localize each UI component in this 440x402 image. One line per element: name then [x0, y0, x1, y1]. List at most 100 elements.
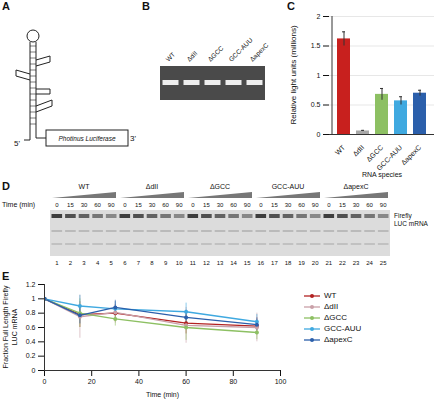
svg-text:WT: WT [164, 51, 176, 63]
svg-text:1: 1 [32, 295, 36, 302]
svg-text:2: 2 [69, 260, 73, 266]
svg-text:ΔdII: ΔdII [352, 144, 366, 158]
svg-text:40: 40 [135, 378, 143, 385]
svg-text:ΔGCC: ΔGCC [210, 183, 230, 190]
svg-text:21: 21 [325, 260, 332, 266]
svg-text:ΔGCC: ΔGCC [365, 143, 385, 163]
svg-text:Time (min): Time (min) [2, 201, 35, 209]
svg-text:5: 5 [110, 260, 114, 266]
svg-text:1.5: 1.5 [311, 42, 321, 49]
svg-text:90: 90 [312, 202, 319, 208]
svg-text:0.6: 0.6 [26, 324, 36, 331]
svg-text:ΔdII: ΔdII [146, 183, 159, 190]
svg-text:90: 90 [108, 202, 115, 208]
svg-text:30: 30 [353, 202, 360, 208]
svg-text:30: 30 [81, 202, 88, 208]
svg-text:13: 13 [217, 260, 224, 266]
svg-text:100: 100 [275, 378, 287, 385]
svg-text:15: 15 [135, 202, 142, 208]
svg-text:ΔapexC: ΔapexC [400, 144, 423, 167]
svg-text:GCC-AUU: GCC-AUU [272, 183, 305, 190]
svg-text:3: 3 [82, 260, 86, 266]
svg-text:0: 0 [317, 131, 321, 138]
html-text:A: A [2, 0, 10, 12]
html-text:B: B [142, 0, 150, 12]
svg-text:60: 60 [94, 202, 101, 208]
svg-text:12: 12 [203, 260, 210, 266]
svg-text:3': 3' [130, 134, 136, 143]
svg-text:0: 0 [123, 202, 127, 208]
svg-text:15: 15 [67, 202, 74, 208]
svg-text:60: 60 [298, 202, 305, 208]
svg-text:2: 2 [317, 13, 321, 20]
svg-text:17: 17 [271, 260, 278, 266]
svg-text:90: 90 [380, 202, 387, 208]
svg-text:16: 16 [257, 260, 264, 266]
svg-text:0: 0 [55, 202, 59, 208]
svg-text:1: 1 [317, 72, 321, 79]
svg-text:Time (min): Time (min) [146, 391, 179, 399]
svg-text:1.2: 1.2 [26, 281, 36, 288]
svg-text:20: 20 [88, 378, 96, 385]
html-text:GCC-AUU: GCC-AUU [324, 324, 362, 333]
svg-text:19: 19 [298, 260, 305, 266]
svg-text:80: 80 [229, 378, 237, 385]
html-text:ΔGCC: ΔGCC [324, 313, 348, 322]
svg-text:0.5: 0.5 [311, 101, 321, 108]
svg-text:60: 60 [366, 202, 373, 208]
svg-text:WT: WT [79, 183, 91, 190]
svg-text:LUC mRNA: LUC mRNA [394, 220, 429, 227]
svg-text:90: 90 [176, 202, 183, 208]
svg-text:ΔGCC: ΔGCC [206, 44, 224, 62]
svg-text:Photinus Luciferase: Photinus Luciferase [58, 135, 115, 142]
html-text:ΔapexC: ΔapexC [324, 335, 353, 344]
svg-text:23: 23 [353, 260, 360, 266]
svg-text:22: 22 [339, 260, 346, 266]
svg-text:7: 7 [137, 260, 141, 266]
svg-text:0: 0 [43, 378, 47, 385]
svg-text:18: 18 [285, 260, 292, 266]
svg-text:5': 5' [14, 139, 20, 148]
svg-text:24: 24 [366, 260, 373, 266]
svg-text:14: 14 [230, 260, 237, 266]
svg-text:6: 6 [123, 260, 127, 266]
html-text:ΔdII: ΔdII [324, 302, 339, 311]
svg-text:15: 15 [244, 260, 251, 266]
svg-text:RNA species: RNA species [362, 171, 403, 179]
svg-text:10: 10 [176, 260, 183, 266]
svg-text:0.8: 0.8 [26, 309, 36, 316]
svg-text:0: 0 [259, 202, 263, 208]
svg-text:30: 30 [217, 202, 224, 208]
svg-text:0: 0 [32, 367, 36, 374]
svg-text:25: 25 [380, 260, 387, 266]
svg-text:Firefly: Firefly [394, 212, 412, 220]
svg-text:GCC-AUU: GCC-AUU [375, 144, 403, 172]
svg-text:ΔdII: ΔdII [185, 49, 198, 62]
html-text:Fraction Full Length Firefly L: Fraction Full Length Firefly LUC mRNA [2, 285, 18, 369]
svg-text:60: 60 [230, 202, 237, 208]
svg-text:15: 15 [339, 202, 346, 208]
svg-text:0.4: 0.4 [26, 338, 36, 345]
svg-text:20: 20 [312, 260, 319, 266]
svg-text:11: 11 [190, 260, 197, 266]
svg-text:30: 30 [285, 202, 292, 208]
html-text:WT: WT [324, 291, 337, 300]
svg-text:GCC-AUU: GCC-AUU [227, 36, 254, 63]
svg-text:1: 1 [55, 260, 59, 266]
svg-text:WT: WT [334, 143, 347, 156]
svg-text:0: 0 [327, 202, 331, 208]
svg-text:ΔapexC: ΔapexC [344, 183, 369, 191]
svg-text:0: 0 [191, 202, 195, 208]
html-text:Relative light units (millions: Relative light units (millions) [289, 25, 298, 125]
svg-text:15: 15 [203, 202, 210, 208]
svg-text:15: 15 [271, 202, 278, 208]
svg-text:90: 90 [244, 202, 251, 208]
svg-text:30: 30 [149, 202, 156, 208]
svg-text:9: 9 [164, 260, 168, 266]
svg-text:0.2: 0.2 [26, 352, 36, 359]
svg-text:ΔapexC: ΔapexC [248, 41, 270, 63]
svg-text:4: 4 [96, 260, 100, 266]
svg-text:8: 8 [150, 260, 154, 266]
svg-text:60: 60 [162, 202, 169, 208]
svg-text:60: 60 [182, 378, 190, 385]
